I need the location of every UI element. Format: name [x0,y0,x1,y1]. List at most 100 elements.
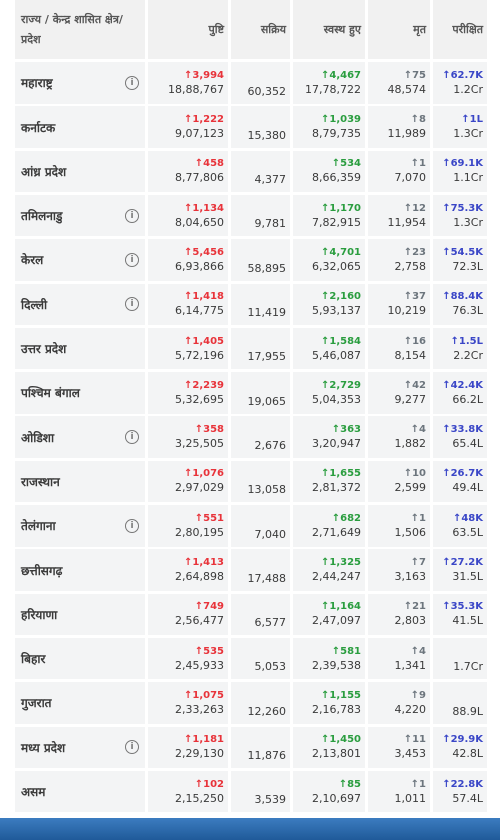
delta-value: ↑1,075 [183,689,224,701]
number-cell: ↑23 2,758 [368,239,430,281]
value: 6,93,866 [175,259,224,273]
number-cell: ↑12 11,954 [368,194,430,237]
number-cell: ↑88.4K 76.3L [433,283,487,325]
value: 1.7Cr [453,660,483,674]
number-cell: ↑27.2K 31.5L [433,549,487,591]
value: 17,488 [247,571,287,585]
number-cell: ↑2,729 5,04,353 [293,372,365,414]
number-cell: ↑1,584 5,46,087 [293,327,365,370]
number-cell: ↑1L 1.3Cr [433,106,487,148]
number-cell: ↑1,418 6,14,775 [148,283,228,325]
delta-value: ↑75 [403,69,426,81]
number-cell: ↑749 2,56,477 [148,593,228,636]
delta-value: ↑1,450 [320,734,361,746]
delta-value: ↑534 [331,158,361,170]
number-cell: ↑75.3K 1.3Cr [433,194,487,237]
header-text: स्वस्थ हुए [323,22,361,36]
value: 2,33,263 [175,702,224,716]
value: 5,053 [254,660,287,674]
delta-value: ↑458 [194,158,224,170]
number-cell: ↑1,325 2,44,247 [293,549,365,591]
number-cell: 17,955 [231,327,290,370]
number-cell: ↑35.3K 41.5L [433,593,487,636]
delta-value: ↑54.5K [442,246,483,258]
number-cell: ↑75 48,574 [368,62,430,104]
value: 1.3Cr [453,215,483,229]
delta-value: ↑1 [410,778,426,790]
delta-value: ↑4 [410,424,426,436]
value: 2,15,250 [175,791,224,805]
header-text: सक्रिय [260,22,286,36]
value: 15,380 [247,128,287,142]
state-cell: राजस्थान [15,460,145,503]
value: 10,219 [387,304,427,318]
info-icon[interactable]: i [125,297,139,312]
number-cell: ↑16 8,154 [368,327,430,370]
number-cell: 13,058 [231,460,290,503]
delta-value: ↑1,222 [183,114,224,126]
value: 3,25,505 [175,437,224,451]
info-icon[interactable]: i [125,740,139,755]
info-icon[interactable]: i [125,252,139,267]
delta-value: ↑69.1K [442,158,483,170]
value: 5,32,695 [175,392,224,406]
delta-value: ↑33.8K [442,424,483,436]
value: 2,47,097 [312,614,361,628]
number-cell: ↑5,456 6,93,866 [148,239,228,281]
value: 11,419 [247,306,287,319]
delta-value: ↑4 [410,645,426,657]
value: 8,77,806 [175,171,224,185]
delta-value: ↑1,655 [320,468,361,480]
number-cell: ↑1,076 2,97,029 [148,460,228,503]
value: 1.3Cr [453,127,483,141]
state-cell: केरल i [15,239,145,281]
header-cell: राज्य / केन्द्र शासित क्षेत्र/ प्रदेश [15,0,145,59]
delta-value: ↑1L [461,114,483,126]
value: 2,80,195 [175,525,224,539]
state-name: असम [21,785,46,800]
value: 2,16,783 [312,702,361,716]
number-cell: ↑1 1,011 [368,770,430,813]
delta-value: ↑535 [194,645,224,657]
state-name: उत्तर प्रदेश [21,342,67,357]
info-icon[interactable]: i [125,518,139,533]
number-cell: ↑8 11,989 [368,106,430,148]
number-cell: 17,488 [231,549,290,591]
number-cell: ↑29.9K 42.8L [433,726,487,768]
info-icon[interactable]: i [125,208,139,223]
state-cell: उत्तर प्रदेश [15,327,145,370]
number-cell: ↑1,039 8,79,735 [293,106,365,148]
number-cell: 3,539 [231,770,290,813]
delta-value: ↑2,239 [183,379,224,391]
number-cell: ↑363 3,20,947 [293,416,365,458]
info-icon[interactable]: i [125,430,139,445]
delta-value: ↑42 [403,379,426,391]
delta-value: ↑1,076 [183,468,224,480]
number-cell: ↑535 2,45,933 [148,637,228,680]
delta-value: ↑37 [403,291,426,303]
delta-value: ↑358 [194,424,224,436]
number-cell: 1.7Cr [433,637,487,680]
value: 8,154 [394,348,427,362]
number-cell: ↑1,170 7,82,915 [293,194,365,237]
number-cell: ↑42 9,277 [368,372,430,414]
state-cell: छत्तीसगढ़ [15,549,145,591]
value: 63.5L [452,525,483,539]
number-cell: 7,040 [231,505,290,547]
state-name: तेलंगाना [21,519,56,534]
value: 65.4L [452,437,483,451]
value: 1,506 [394,525,427,539]
value: 88.9L [452,704,483,718]
number-cell: 60,352 [231,62,290,104]
number-cell: ↑1,405 5,72,196 [148,327,228,370]
value: 5,04,353 [312,392,361,406]
delta-value: ↑1,325 [320,557,361,569]
info-icon[interactable]: i [125,75,139,90]
value: 8,79,735 [312,127,361,141]
value: 8,04,650 [175,215,224,229]
delta-value: ↑75.3K [442,202,483,214]
number-cell: ↑2,160 5,93,137 [293,283,365,325]
header-cell: सक्रिय [231,0,290,59]
delta-value: ↑4,701 [320,246,361,258]
number-cell: ↑54.5K 72.3L [433,239,487,281]
